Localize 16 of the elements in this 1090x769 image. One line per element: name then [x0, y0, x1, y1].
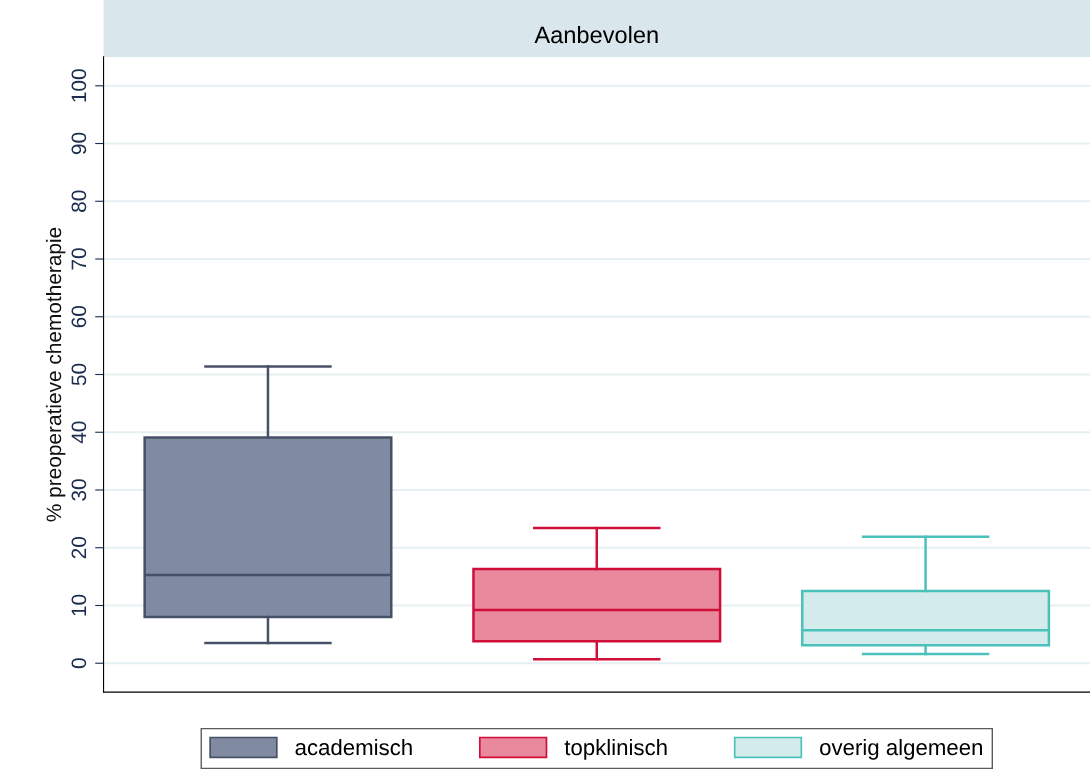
y-tick-label: 90 [71, 132, 87, 155]
legend-label: overig algemeen [820, 738, 982, 760]
y-tick-label: 20 [71, 536, 87, 559]
y-tick-label: 30 [71, 479, 87, 501]
y-tick-label: 80 [71, 190, 87, 212]
y-tick-label: 0 [71, 658, 87, 669]
y-tick-label: 60 [71, 305, 87, 328]
y-tick-label: 50 [71, 363, 87, 386]
legend-label: topklinisch [564, 738, 667, 760]
y-tick-label: 40 [71, 421, 87, 444]
chart-title: Aanbevolen [534, 25, 658, 44]
y-tick-label: 70 [71, 248, 87, 270]
y-axis-title: % preoperatieve chemotherapie [45, 227, 66, 522]
y-tick-label: 10 [71, 594, 87, 616]
y-tick-label: 100 [71, 69, 87, 102]
legend-label: academisch [295, 738, 412, 756]
